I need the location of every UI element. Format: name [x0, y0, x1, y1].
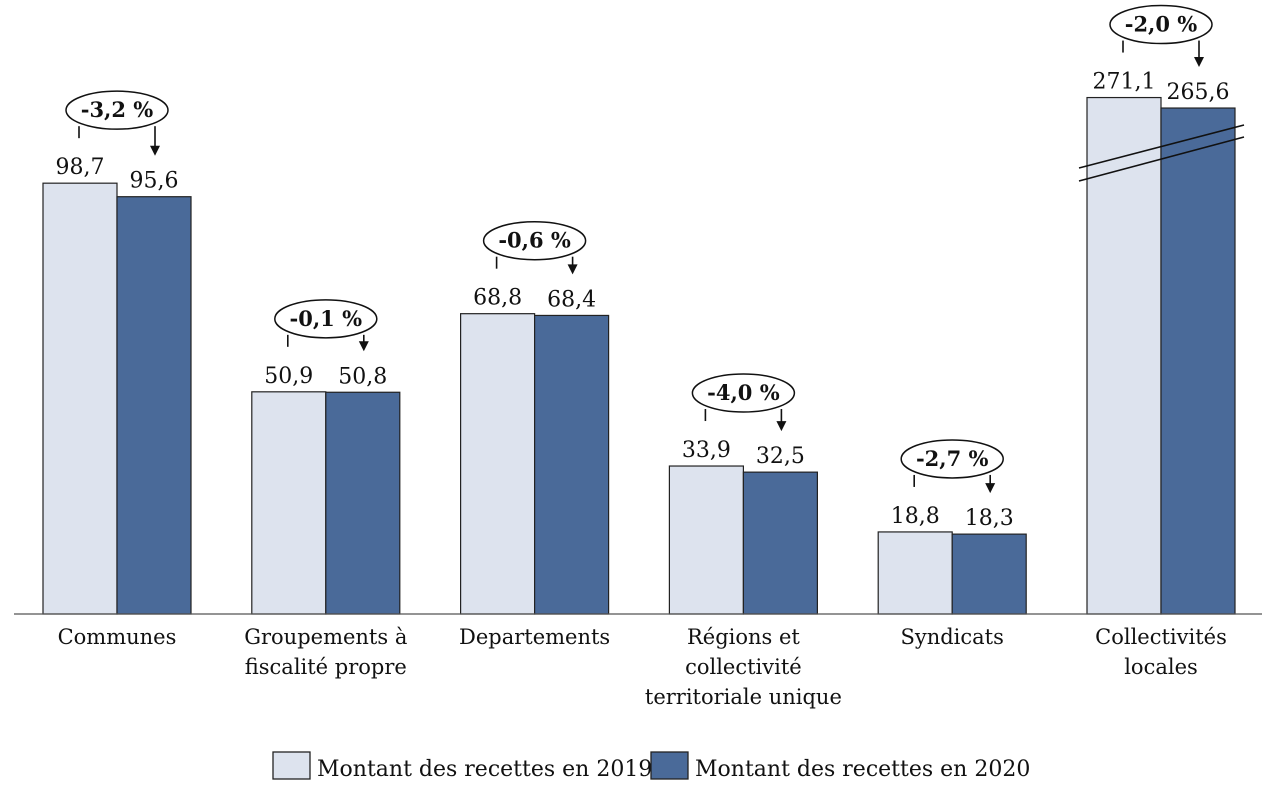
change-arrow: [567, 264, 578, 275]
value-label-2020: 32,5: [756, 444, 805, 469]
legend-label-2019: Montant des recettes en 2019: [317, 757, 652, 782]
value-label-2019: 98,7: [56, 155, 105, 180]
legend: Montant des recettes en 2019 Montant des…: [272, 751, 1030, 782]
bar-2019: [1086, 96, 1162, 615]
value-label-2019: 271,1: [1093, 70, 1156, 95]
change-arrow: [150, 145, 160, 156]
value-label-2019: 33,9: [682, 438, 731, 463]
value-label-2020: 18,3: [965, 506, 1014, 531]
legend-label-2020: Montant des recettes en 2020: [695, 757, 1030, 782]
change-ellipse: [65, 90, 169, 130]
change-arrow: [358, 341, 369, 352]
change-label: -2,7 %: [916, 446, 989, 471]
change-ellipse: [900, 439, 1004, 479]
change-label: -0,6 %: [498, 228, 571, 253]
category-label: Syndicats: [900, 625, 1003, 649]
bar-2019: [668, 465, 745, 615]
value-label-2020: 265,6: [1167, 80, 1230, 105]
bars-layer: [42, 96, 1236, 615]
bar-2020: [742, 471, 819, 615]
bar-2019: [877, 531, 953, 615]
change-ellipse: [1109, 4, 1213, 45]
value-label-2019: 50,9: [264, 364, 313, 389]
value-label-2020: 50,8: [338, 364, 387, 389]
axis-break-line: [1078, 136, 1245, 182]
change-ellipse: [691, 373, 796, 413]
change-label: -4,0 %: [707, 380, 780, 405]
category-label: Departements: [459, 625, 610, 649]
bar-2019: [251, 391, 327, 615]
category-label: Collectivités locales: [1095, 625, 1227, 679]
category-label: Communes: [58, 625, 177, 649]
bar-2020: [951, 533, 1027, 615]
change-label: -3,2 %: [81, 97, 154, 122]
change-arrow: [776, 421, 787, 432]
legend-swatch-2020: [650, 751, 689, 780]
bar-2020: [1160, 107, 1236, 615]
change-ellipse: [482, 220, 587, 261]
value-label-2020: 68,4: [547, 287, 596, 312]
change-arrow: [985, 483, 996, 494]
legend-swatch-2019: [272, 751, 311, 780]
bar-2020: [325, 391, 401, 615]
bar-2019: [42, 182, 118, 615]
bar-2019: [460, 313, 536, 615]
value-label-2020: 95,6: [130, 169, 179, 194]
category-labels: Communes Groupements à fiscalité propre Dep…: [58, 625, 1227, 709]
bar-2020: [116, 196, 192, 615]
value-label-2019: 68,8: [473, 286, 522, 311]
labels-layer: 98,7 95,6 -3,2 % 50,9 50,8 -0,1 % 68,8 68,4 -0,6…: [56, 4, 1245, 531]
change-label: -0,1 %: [290, 306, 363, 331]
change-ellipse: [274, 299, 378, 339]
category-label: Groupements à fiscalité propre: [244, 625, 407, 679]
change-arrow: [1194, 57, 1204, 68]
change-label: -2,0 %: [1125, 12, 1198, 37]
axis-break-line: [1078, 124, 1245, 169]
category-label: Régions et collectivité territoriale uniqu…: [645, 625, 842, 709]
value-label-2019: 18,8: [891, 504, 940, 529]
bar-2020: [533, 314, 610, 615]
